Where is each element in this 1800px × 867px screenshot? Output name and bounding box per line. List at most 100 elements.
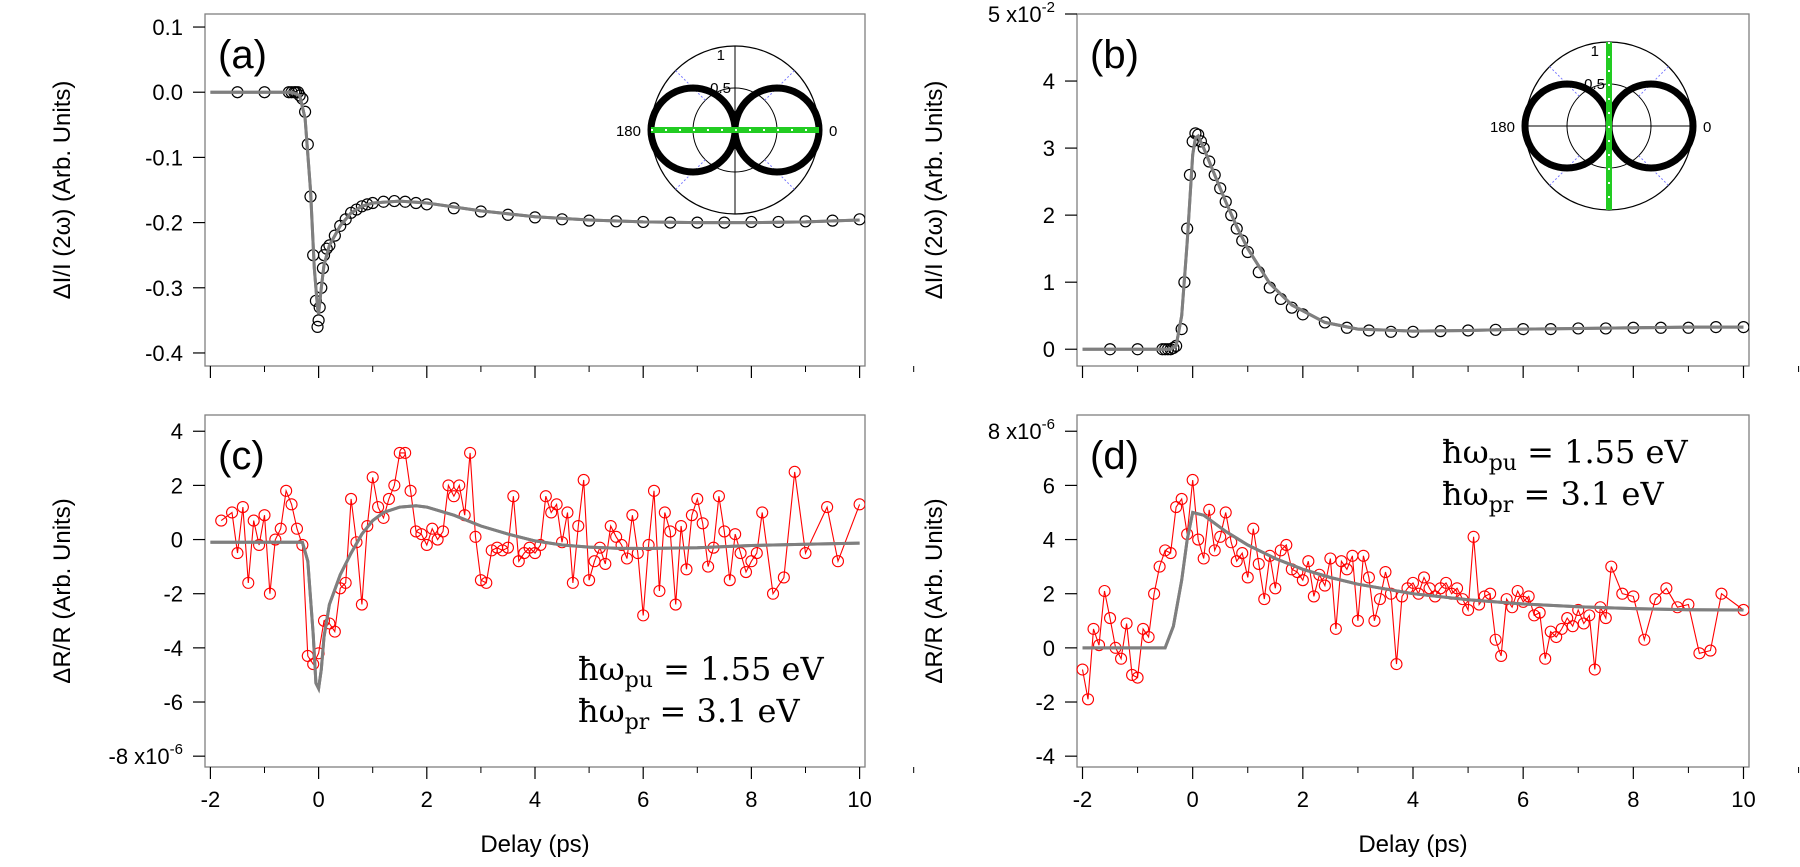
energy-annotation: ħωpu = 1.55 eV xyxy=(1442,433,1688,476)
data-point xyxy=(215,514,228,527)
y-exponent-label: 5 x10-2 xyxy=(988,0,1055,27)
data-point xyxy=(1269,582,1282,595)
data-point xyxy=(675,519,688,533)
y-tick-label: 1 xyxy=(1043,270,1055,295)
y-tick-label: 0 xyxy=(1043,337,1055,362)
y-tick-label: 2 xyxy=(1043,203,1055,228)
data-point xyxy=(317,614,331,627)
data-point xyxy=(274,522,287,535)
data-line xyxy=(1081,479,1744,700)
data-point xyxy=(382,492,395,505)
data-point xyxy=(1203,503,1216,516)
y-tick-label: 3 xyxy=(1043,136,1055,161)
data-point xyxy=(739,565,753,579)
polar-inset: 1 0.5 180 0 xyxy=(616,45,837,215)
data-point xyxy=(539,490,552,503)
data-point xyxy=(734,547,747,560)
panel-c: -2 0 2 4 6 8 10 Delay (ps) 4 2 0 -2 -4 -6 -8 x10-6 ΔR/R… xyxy=(49,414,915,858)
panel-a: 0.1 0.0 -0.1 -0.2 -0.3 -0.4 ΔI/I (2ω) (Arb. Un… xyxy=(49,13,915,378)
y-tick-label: 0.0 xyxy=(152,80,183,105)
data-point xyxy=(404,484,417,497)
y-axis-label: ΔR/R (Arb. Units) xyxy=(49,498,76,683)
data-point xyxy=(1148,587,1161,600)
data-point xyxy=(366,471,379,484)
data-point xyxy=(447,490,460,503)
data-point xyxy=(572,519,585,533)
data-point xyxy=(1522,590,1535,603)
y-tick-label: -0.3 xyxy=(145,276,183,301)
data-point xyxy=(1467,530,1480,543)
data-point xyxy=(561,506,574,519)
y-tick-label: -0.4 xyxy=(145,341,183,366)
data-point xyxy=(258,509,271,522)
data-point xyxy=(311,320,324,333)
data-point xyxy=(777,571,790,584)
data-point xyxy=(1302,555,1315,568)
y-tick-label: 6 xyxy=(1043,473,1055,498)
data-point xyxy=(1566,620,1579,633)
data-point xyxy=(1103,612,1117,625)
data-point xyxy=(501,541,515,554)
data-point xyxy=(1214,182,1227,195)
data-point xyxy=(409,525,423,538)
polar-tick-inner: 0.5 xyxy=(710,80,731,97)
data-point xyxy=(1417,571,1431,584)
data-point xyxy=(1671,601,1684,614)
data-point xyxy=(1373,593,1387,606)
data-point xyxy=(1500,593,1513,606)
panel-label: (d) xyxy=(1090,434,1139,478)
y-tick-label: -0.2 xyxy=(145,211,183,236)
data-point xyxy=(1164,547,1177,560)
data-point xyxy=(312,314,325,327)
data-point xyxy=(712,490,725,503)
data-point xyxy=(680,563,693,576)
data-point xyxy=(1241,571,1254,584)
data-point xyxy=(615,538,628,552)
data-point xyxy=(436,525,450,538)
data-point xyxy=(1153,560,1166,573)
data-point xyxy=(653,584,666,598)
data-point xyxy=(355,598,368,611)
data-point xyxy=(1533,606,1546,619)
data-point xyxy=(1451,582,1464,595)
data-point xyxy=(647,484,661,497)
data-point xyxy=(1555,622,1568,635)
y-tick-label: 0.1 xyxy=(152,15,183,40)
data-point xyxy=(1115,652,1128,665)
data-point xyxy=(1159,544,1172,557)
x-tick-label: 0 xyxy=(1187,787,1199,812)
data-point xyxy=(1335,555,1348,568)
data-point xyxy=(469,530,482,543)
data-point xyxy=(669,598,682,611)
data-point xyxy=(788,465,801,478)
data-point xyxy=(1247,522,1260,535)
y-axis-label: ΔI/I (2ω) (Arb. Units) xyxy=(921,81,948,300)
data-point xyxy=(658,506,671,519)
y-tick-label: 4 xyxy=(1043,69,1055,94)
data-point xyxy=(361,519,374,533)
data-point xyxy=(821,501,834,514)
data-point xyxy=(1092,639,1106,652)
data-point xyxy=(507,490,520,503)
data-point xyxy=(799,547,812,560)
data-point xyxy=(620,552,634,565)
data-point xyxy=(756,506,769,519)
data-point xyxy=(1252,557,1265,570)
data-point xyxy=(1329,622,1342,635)
x-tick-label: 10 xyxy=(847,787,871,812)
data-point xyxy=(1384,587,1398,600)
polar-tick-outer: 1 xyxy=(717,47,725,64)
data-point xyxy=(388,479,401,492)
data-point xyxy=(604,519,617,533)
data-point xyxy=(1131,671,1144,684)
data-point xyxy=(1473,598,1486,611)
data-point xyxy=(399,446,412,459)
panel-d: -2 0 2 4 6 8 10 Delay (ps) 6 4 2 0 -2 -4 8 x10-6 ΔR/R (… xyxy=(921,414,1800,858)
data-point xyxy=(637,609,650,622)
data-point xyxy=(393,446,406,459)
data-point xyxy=(831,555,845,568)
data-line xyxy=(220,452,861,666)
data-point xyxy=(1263,549,1276,562)
data-point xyxy=(1318,579,1331,592)
data-point xyxy=(1120,617,1133,630)
